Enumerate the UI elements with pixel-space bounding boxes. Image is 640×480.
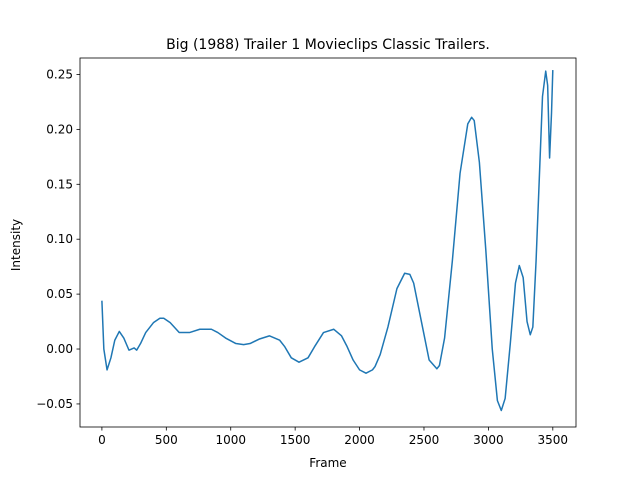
y-tick-label: 0.15 — [46, 177, 73, 191]
x-tick-label: 2500 — [409, 433, 440, 447]
x-tick-label: 3000 — [473, 433, 504, 447]
y-axis-label: Intensity — [9, 219, 23, 271]
series-line-0 — [101, 70, 554, 412]
x-tick-label: 500 — [155, 433, 178, 447]
plot-area — [79, 57, 577, 428]
axes-frame — [79, 57, 577, 428]
x-tick-label: 0 — [98, 433, 106, 447]
y-tick-label: 0.20 — [46, 122, 73, 136]
y-tick-label: 0.25 — [46, 67, 73, 81]
x-axis: 0 500 1000 1500 2000 2500 3000 3500 — [98, 427, 568, 447]
x-tick-label: 1000 — [215, 433, 246, 447]
y-tick-label: 0.05 — [46, 287, 73, 301]
x-tick-label: 3500 — [538, 433, 569, 447]
x-axis-label: Frame — [309, 456, 346, 470]
x-tick-label: 2000 — [344, 433, 375, 447]
chart-title: Big (1988) Trailer 1 Movieclips Classic … — [166, 37, 490, 53]
x-tick-label: 1500 — [280, 433, 311, 447]
y-tick-label: −0.05 — [36, 397, 73, 411]
y-tick-label: 0.10 — [46, 232, 73, 246]
y-axis: −0.05 0.00 0.05 0.10 0.15 0.20 0.25 — [36, 67, 80, 411]
y-tick-label: 0.00 — [46, 342, 73, 356]
